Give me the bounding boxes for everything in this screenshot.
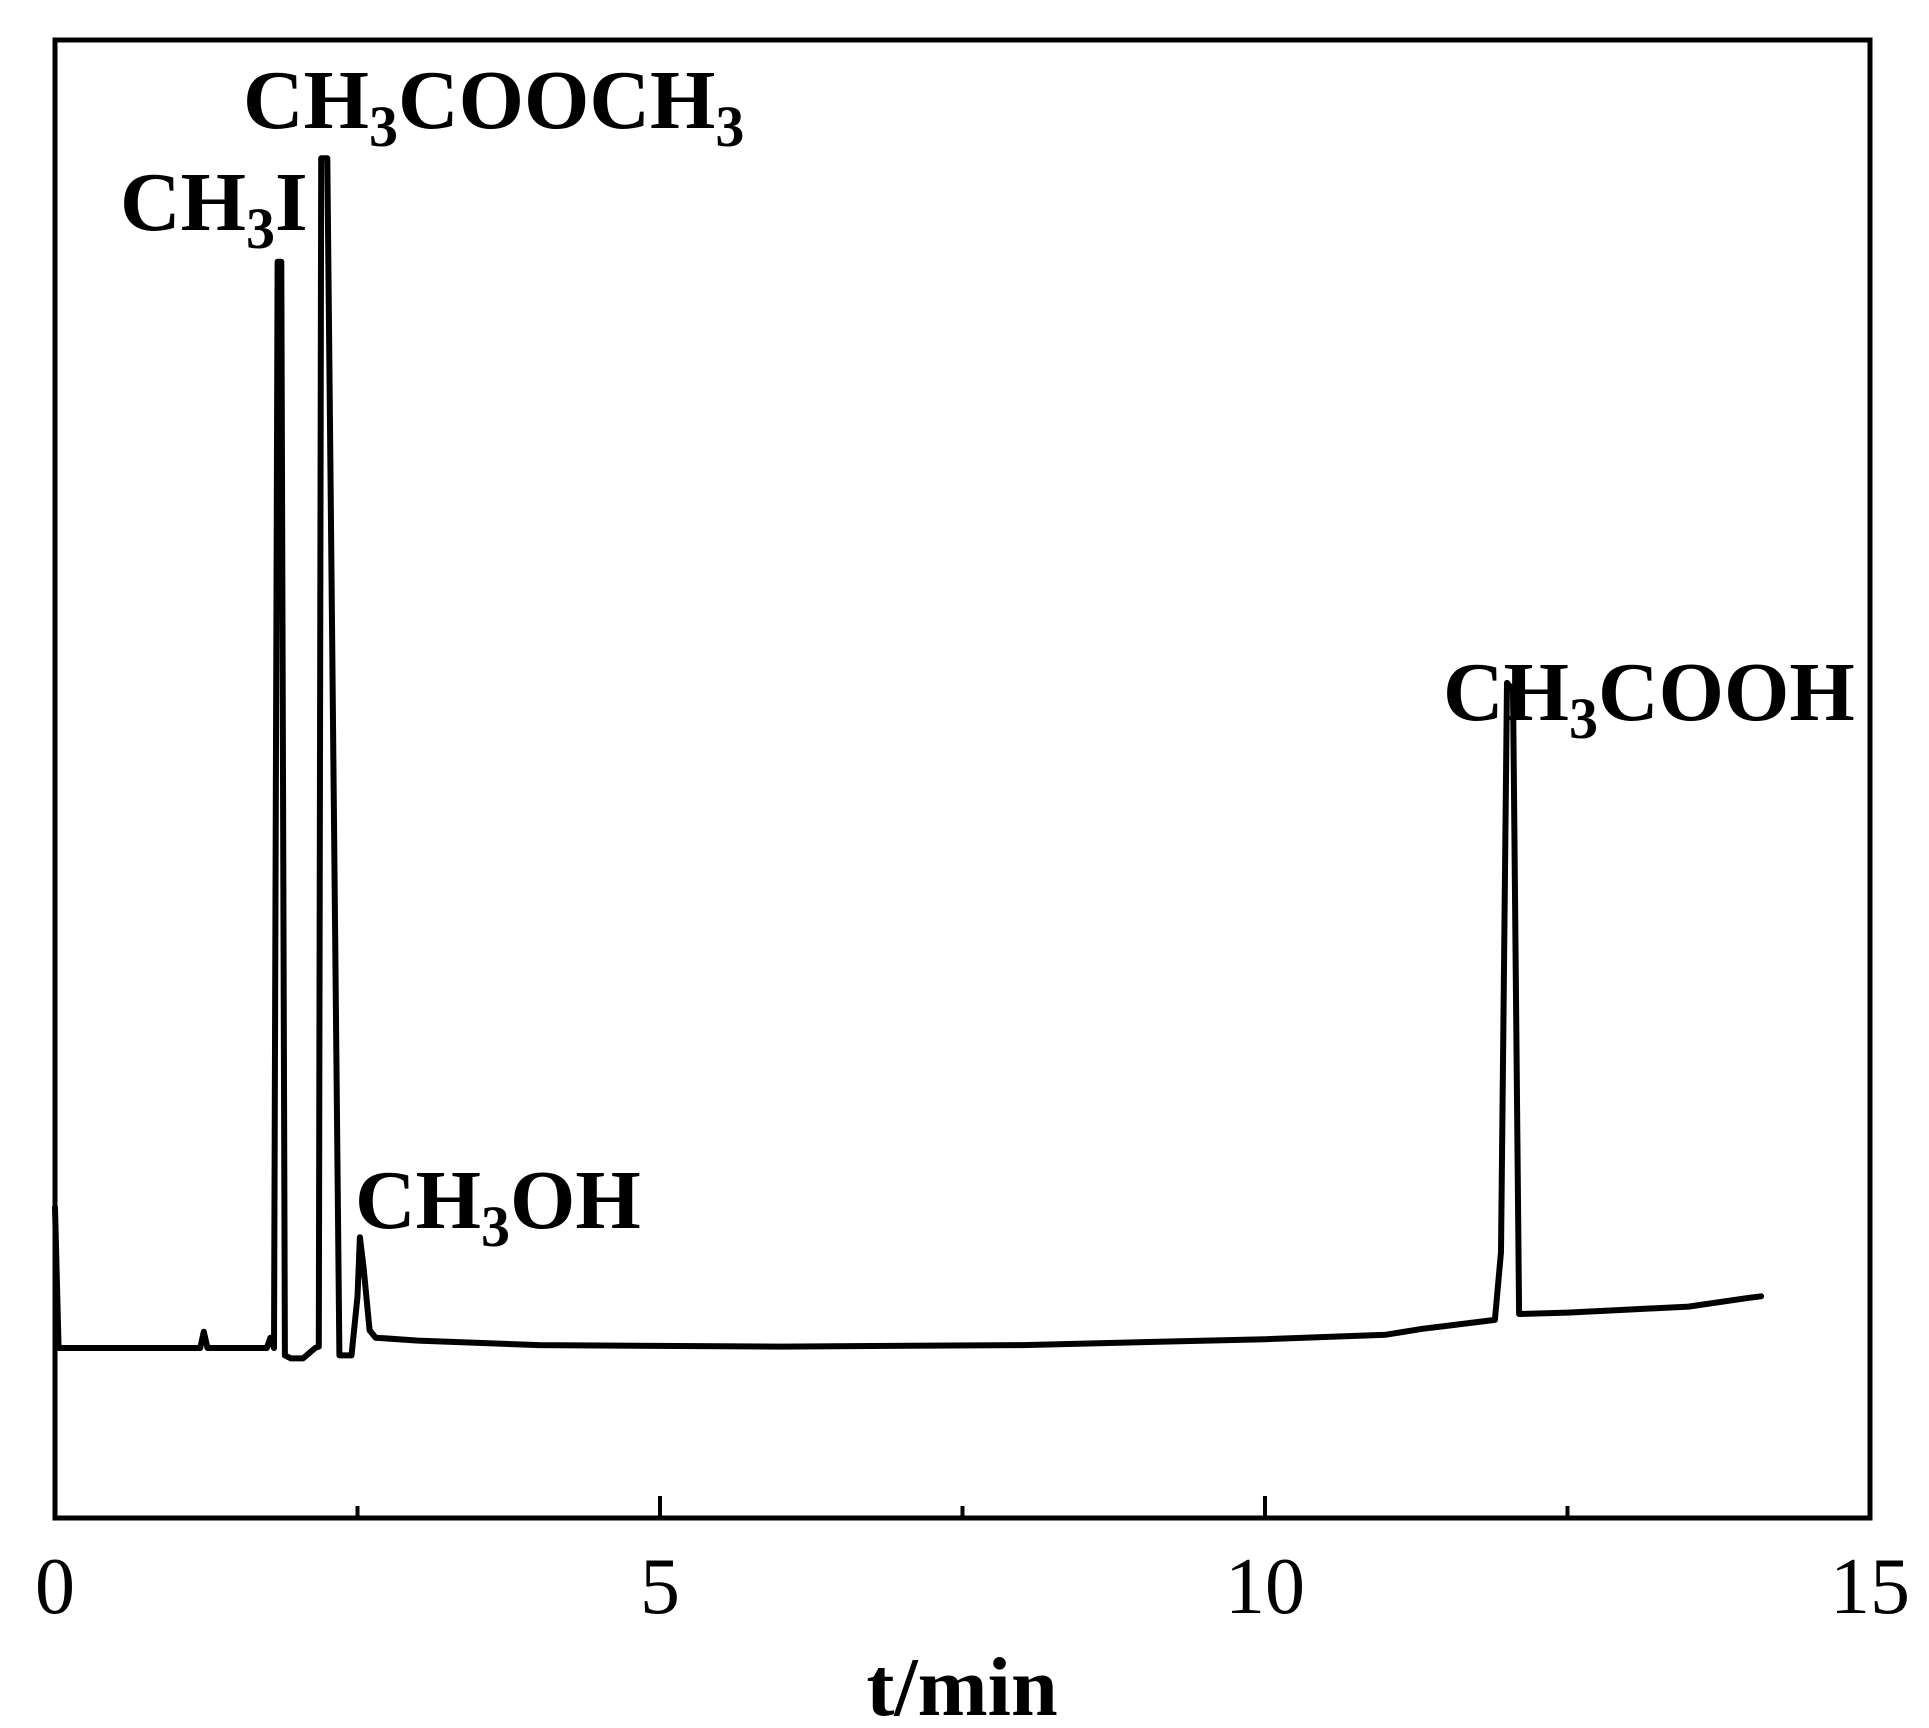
x-tick-label: 15 bbox=[1830, 1543, 1910, 1631]
x-tick-label: 0 bbox=[35, 1543, 75, 1631]
peak-label-ch3cooh: CH3COOH bbox=[1443, 646, 1855, 751]
x-axis-tick-labels: 0 5 10 15 bbox=[35, 1543, 1910, 1631]
peak-label-ch3oh: CH3OH bbox=[355, 1154, 641, 1259]
peak-label-ch3i: CH3I bbox=[120, 156, 308, 261]
x-axis-title: t/min bbox=[866, 1641, 1057, 1728]
x-tick-label: 10 bbox=[1225, 1543, 1305, 1631]
chromatogram-trace bbox=[52, 155, 1765, 1362]
x-tick-label: 5 bbox=[640, 1543, 680, 1631]
x-axis-ticks bbox=[53, 1496, 1872, 1518]
peak-label-ch3cooch3: CH3COOCH3 bbox=[243, 54, 744, 159]
